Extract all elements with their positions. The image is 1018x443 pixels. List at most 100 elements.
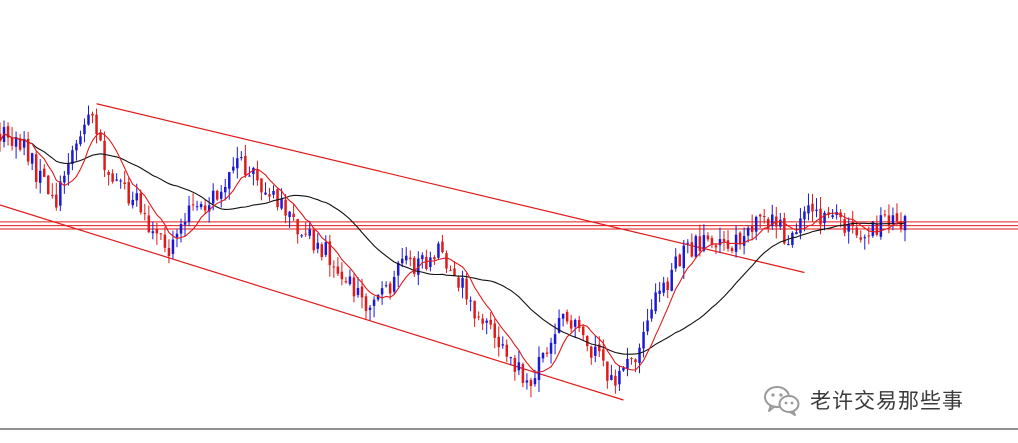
candle-body xyxy=(252,167,255,175)
candle xyxy=(457,275,460,292)
candle-body xyxy=(71,150,74,165)
candle-body xyxy=(453,268,456,277)
candle-body xyxy=(175,233,179,238)
watermark: 老许交易那些事 xyxy=(762,380,964,420)
candle xyxy=(38,159,42,194)
candle xyxy=(155,222,159,245)
candle-body xyxy=(529,379,533,386)
candle xyxy=(316,233,320,254)
candle xyxy=(831,209,834,220)
candle xyxy=(320,242,324,261)
candle-body xyxy=(115,179,118,181)
candle xyxy=(883,209,887,218)
candle-body xyxy=(638,347,641,364)
candle-body xyxy=(336,266,340,274)
candle xyxy=(690,233,694,258)
candle xyxy=(187,195,191,227)
candle-body xyxy=(272,190,275,195)
candle xyxy=(654,283,657,314)
candle xyxy=(219,185,223,208)
candle xyxy=(895,203,899,226)
candle xyxy=(513,354,517,381)
candle xyxy=(256,160,259,186)
candle-body xyxy=(324,242,328,255)
candle-body xyxy=(308,229,311,236)
candle-body xyxy=(690,242,694,257)
candle-body xyxy=(151,231,155,234)
candle xyxy=(581,324,585,341)
candle-body xyxy=(545,352,549,354)
candle-body xyxy=(614,375,617,386)
candle xyxy=(380,281,384,305)
candle xyxy=(300,234,303,238)
candle-body xyxy=(135,193,139,201)
candle xyxy=(497,326,501,357)
candle xyxy=(630,357,633,365)
candle-body xyxy=(300,235,303,237)
candle xyxy=(409,250,412,267)
candle xyxy=(811,193,814,222)
candle-body xyxy=(493,323,496,338)
candle-body xyxy=(646,320,649,332)
candle xyxy=(481,313,484,331)
candle-body xyxy=(99,133,102,141)
candle xyxy=(541,352,545,363)
candle xyxy=(123,170,126,190)
candle-body xyxy=(618,370,621,385)
candle xyxy=(344,276,348,284)
candle xyxy=(509,356,513,366)
candle xyxy=(718,227,722,254)
candle xyxy=(505,339,509,363)
candle xyxy=(0,122,2,152)
candle-body xyxy=(610,375,613,380)
candle-body xyxy=(79,136,82,145)
candle-body xyxy=(513,357,517,372)
candle xyxy=(585,335,589,352)
candle xyxy=(328,234,332,277)
candle-body xyxy=(694,236,698,257)
candle-body xyxy=(127,182,130,204)
candle xyxy=(63,170,66,194)
candle-body xyxy=(549,342,553,354)
candle xyxy=(336,257,340,276)
candle xyxy=(6,122,10,146)
candle-body xyxy=(598,344,601,352)
trendline-channel-upper xyxy=(96,103,805,274)
candle-body xyxy=(392,277,396,292)
candle xyxy=(614,369,617,394)
candle xyxy=(738,231,742,250)
candle xyxy=(437,241,440,260)
candle-body xyxy=(742,236,746,246)
candle xyxy=(22,131,26,156)
candle-body xyxy=(413,257,416,274)
candle-body xyxy=(871,221,875,236)
candle-body xyxy=(425,256,428,270)
candle xyxy=(626,347,629,377)
candle xyxy=(260,178,263,201)
candle-body xyxy=(674,256,677,269)
candle-body xyxy=(783,218,786,244)
candle-body xyxy=(292,213,295,218)
candle xyxy=(51,183,54,199)
candle xyxy=(565,309,569,325)
candle-body xyxy=(55,194,58,208)
candle xyxy=(34,150,38,189)
candle-body xyxy=(187,205,191,223)
candle xyxy=(272,185,275,199)
candle-body xyxy=(501,344,505,346)
candle-body xyxy=(537,356,541,381)
candle xyxy=(244,144,247,178)
candle-body xyxy=(686,242,690,244)
candle-body xyxy=(215,190,219,200)
candle xyxy=(356,277,360,298)
candle xyxy=(706,232,710,242)
candle xyxy=(232,157,235,174)
candle xyxy=(577,315,581,333)
candle-body xyxy=(248,175,251,177)
candle-body xyxy=(469,300,472,302)
candle xyxy=(638,343,641,374)
candle-body xyxy=(147,215,151,233)
candle xyxy=(449,265,452,272)
candle-body xyxy=(236,158,239,169)
